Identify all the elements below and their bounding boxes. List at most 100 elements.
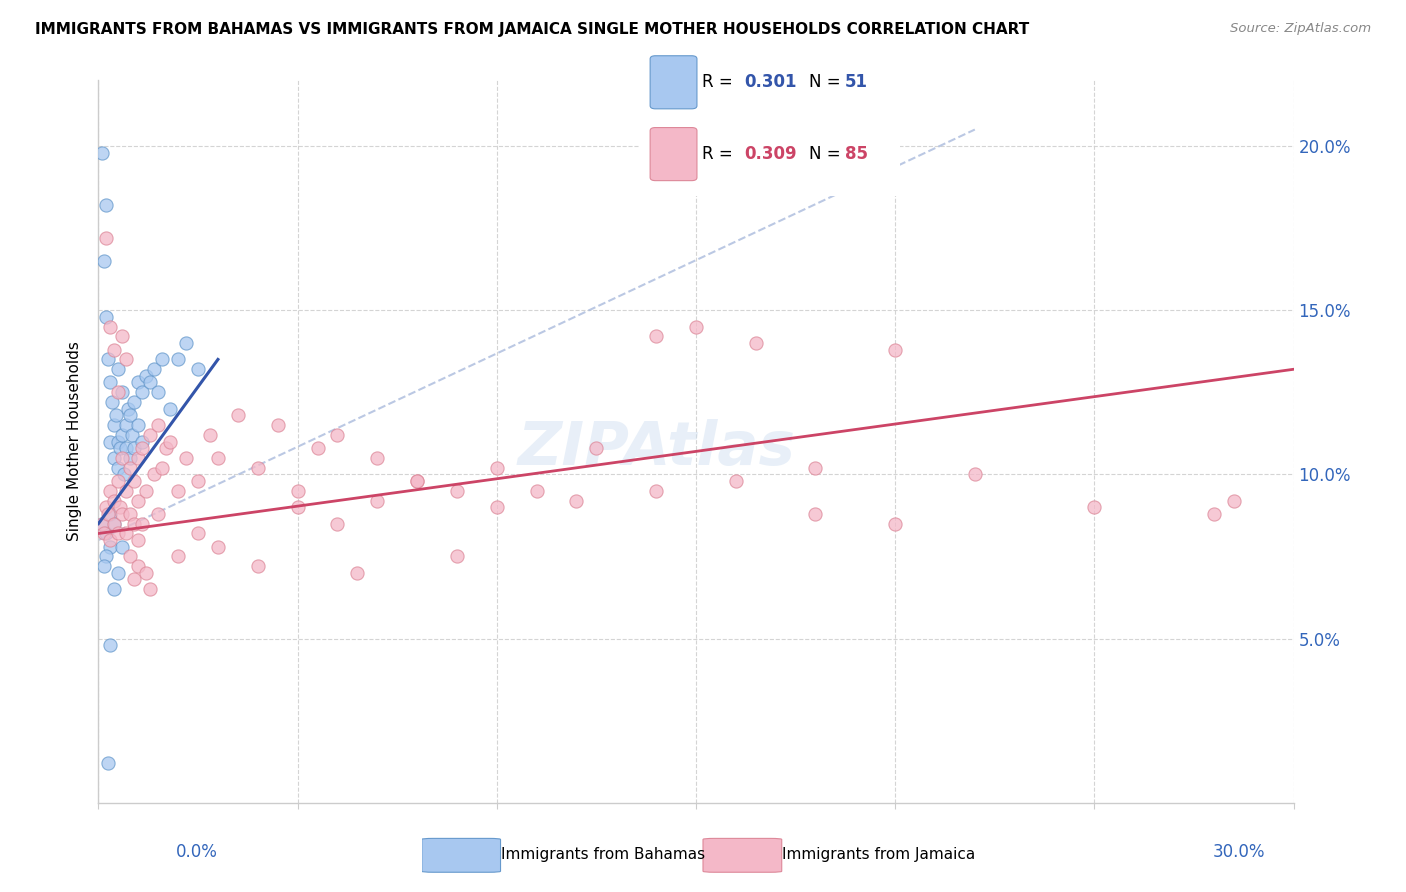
Point [93,254,115,268]
Point [406,474,429,488]
Point [124,474,146,488]
Point [135,368,157,383]
FancyBboxPatch shape [650,55,697,109]
Point [105,409,128,423]
Point [110,441,132,455]
Point [111,450,134,465]
Point [143,362,166,376]
Point [115,483,138,498]
Point [103,493,125,508]
Point [96,526,118,541]
Point [1223,493,1246,508]
Text: 51: 51 [845,73,869,91]
Point [96,310,118,324]
Point [645,329,668,343]
Point [187,526,209,541]
Text: Immigrants from Jamaica: Immigrants from Jamaica [782,847,974,862]
Point [111,385,134,400]
Point [111,507,134,521]
Point [963,467,986,482]
Point [1083,500,1105,515]
FancyBboxPatch shape [703,838,782,872]
Point [287,500,309,515]
Point [115,418,138,433]
Point [139,428,162,442]
Text: IMMIGRANTS FROM BAHAMAS VS IMMIGRANTS FROM JAMAICA SINGLE MOTHER HOUSEHOLDS CORR: IMMIGRANTS FROM BAHAMAS VS IMMIGRANTS FR… [35,22,1029,37]
Point [485,500,508,515]
Point [226,409,249,423]
Point [148,418,170,433]
Point [103,582,125,597]
Point [131,434,153,449]
Point [127,450,149,465]
Point [174,336,197,351]
FancyBboxPatch shape [650,128,697,180]
Point [1202,507,1225,521]
Point [115,526,138,541]
Y-axis label: Single Mother Households: Single Mother Households [67,342,83,541]
Point [187,362,209,376]
Point [96,549,118,564]
Point [115,441,138,455]
Point [96,500,118,515]
Point [96,231,118,245]
Point [127,376,149,390]
Point [96,198,118,212]
Point [150,460,173,475]
Point [159,434,181,449]
Point [110,500,132,515]
Point [98,319,122,334]
Point [120,549,142,564]
Point [884,343,907,357]
Point [120,409,142,423]
Point [139,376,162,390]
Point [107,385,129,400]
Text: 85: 85 [845,145,869,163]
Point [246,559,269,574]
Text: 30.0%: 30.0% [1213,843,1265,861]
Point [111,540,134,554]
Point [131,516,153,531]
FancyBboxPatch shape [637,38,903,198]
Text: R =: R = [702,145,738,163]
Point [207,540,229,554]
Point [98,434,122,449]
Point [98,483,122,498]
Point [565,493,588,508]
Point [120,507,142,521]
Point [98,540,122,554]
Point [124,395,146,409]
Point [645,483,668,498]
Point [98,533,122,547]
Point [148,385,170,400]
Point [103,516,125,531]
Point [97,352,120,367]
Text: ZIPAtlas: ZIPAtlas [517,418,796,477]
Point [207,450,229,465]
Point [446,483,468,498]
Point [745,336,768,351]
Point [267,418,290,433]
Point [91,516,114,531]
Point [120,460,142,475]
Point [366,450,388,465]
Point [135,566,157,580]
FancyBboxPatch shape [422,838,501,872]
Point [724,474,747,488]
Text: Immigrants from Bahamas: Immigrants from Bahamas [501,847,704,862]
Point [115,352,138,367]
Point [143,467,166,482]
Point [585,441,607,455]
Point [117,401,139,416]
Point [124,516,146,531]
Point [139,582,162,597]
Point [107,526,129,541]
Point [91,145,114,160]
Point [326,516,349,531]
Point [120,450,142,465]
Point [174,450,197,465]
Text: N =: N = [808,145,845,163]
Text: 0.0%: 0.0% [176,843,218,861]
Point [246,460,269,475]
Point [103,516,125,531]
